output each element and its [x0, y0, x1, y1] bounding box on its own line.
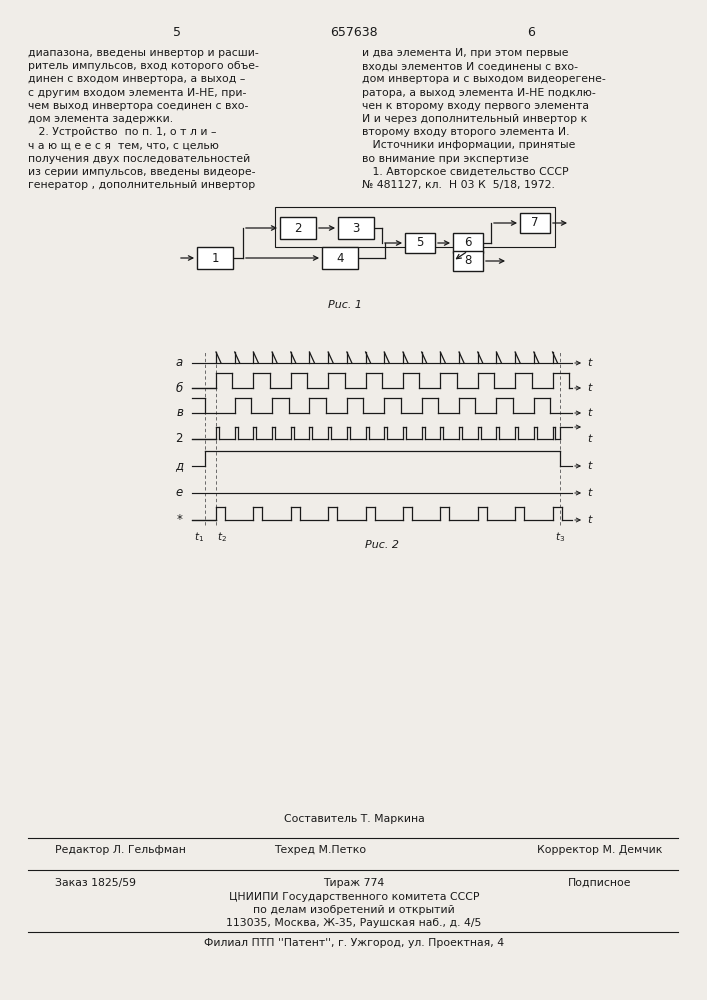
- Text: t: t: [587, 515, 591, 525]
- Text: Подписное: Подписное: [568, 878, 632, 888]
- Text: 7: 7: [531, 217, 539, 230]
- Text: Рuс. 1: Рuс. 1: [328, 300, 362, 310]
- Text: 657638: 657638: [330, 25, 378, 38]
- Text: второму входу второго элемента И.: второму входу второго элемента И.: [362, 127, 570, 137]
- Text: t: t: [587, 488, 591, 498]
- Text: № 481127, кл.  Н 03 К  5/18, 1972.: № 481127, кл. Н 03 К 5/18, 1972.: [362, 180, 555, 190]
- Bar: [197, 247, 233, 269]
- Text: *: *: [177, 514, 183, 526]
- Text: 1. Авторское свидетельство СССР: 1. Авторское свидетельство СССР: [362, 167, 568, 177]
- Text: И и через дополнительный инвертор к: И и через дополнительный инвертор к: [362, 114, 588, 124]
- Bar: [275, 207, 555, 247]
- Text: Корректор М. Демчик: Корректор М. Демчик: [537, 845, 662, 855]
- Text: чем выход инвертора соединен с вхо-: чем выход инвертора соединен с вхо-: [28, 101, 248, 111]
- Bar: [520, 213, 550, 233]
- Text: 2. Устройство  по п. 1, о т л и –: 2. Устройство по п. 1, о т л и –: [28, 127, 216, 137]
- Text: t: t: [587, 383, 591, 393]
- Text: ритель импульсов, вход которого объе-: ритель импульсов, вход которого объе-: [28, 61, 259, 71]
- Text: t: t: [587, 434, 591, 444]
- Text: д: д: [175, 460, 183, 473]
- Text: чен к второму входу первого элемента: чен к второму входу первого элемента: [362, 101, 589, 111]
- Bar: [453, 233, 483, 253]
- Text: 5: 5: [173, 25, 181, 38]
- Text: генератор , дополнительный инвертор: генератор , дополнительный инвертор: [28, 180, 255, 190]
- Text: и два элемента И, при этом первые: и два элемента И, при этом первые: [362, 48, 568, 58]
- Text: 113035, Москва, Ж-35, Раушская наб., д. 4/5: 113035, Москва, Ж-35, Раушская наб., д. …: [226, 918, 481, 928]
- Text: Техред М.Петко: Техред М.Петко: [274, 845, 366, 855]
- Text: 3: 3: [352, 222, 360, 234]
- Text: по делам изобретений и открытий: по делам изобретений и открытий: [253, 905, 455, 915]
- Text: $t_1$: $t_1$: [194, 530, 204, 544]
- Text: с другим входом элемента И-НЕ, при-: с другим входом элемента И-НЕ, при-: [28, 88, 246, 98]
- Text: t: t: [587, 461, 591, 471]
- Text: е: е: [176, 487, 183, 499]
- Text: ратора, а выход элемента И-НЕ подклю-: ратора, а выход элемента И-НЕ подклю-: [362, 88, 596, 98]
- Text: 1: 1: [211, 251, 218, 264]
- Text: t: t: [587, 358, 591, 368]
- Text: во внимание при экспертизе: во внимание при экспертизе: [362, 154, 529, 164]
- Text: Рuс. 2: Рuс. 2: [365, 540, 399, 550]
- Text: Составитель Т. Маркина: Составитель Т. Маркина: [284, 814, 424, 824]
- Text: 4: 4: [337, 251, 344, 264]
- Text: дом инвертора и с выходом видеорегене-: дом инвертора и с выходом видеорегене-: [362, 74, 606, 84]
- Text: входы элементов И соединены с вхо-: входы элементов И соединены с вхо-: [362, 61, 578, 71]
- Text: $t_3$: $t_3$: [555, 530, 565, 544]
- Text: 8: 8: [464, 254, 472, 267]
- Text: Заказ 1825/59: Заказ 1825/59: [55, 878, 136, 888]
- Text: ч а ю щ е е с я  тем, что, с целью: ч а ю щ е е с я тем, что, с целью: [28, 140, 219, 150]
- Text: 6: 6: [527, 25, 535, 38]
- Text: a: a: [176, 357, 183, 369]
- Text: t: t: [587, 408, 591, 418]
- Bar: [453, 251, 483, 271]
- Bar: [405, 233, 435, 253]
- Text: Тираж 774: Тираж 774: [323, 878, 385, 888]
- Text: Редактор Л. Гельфман: Редактор Л. Гельфман: [55, 845, 186, 855]
- Text: из серии импульсов, введены видеоре-: из серии импульсов, введены видеоре-: [28, 167, 255, 177]
- Text: 5: 5: [416, 236, 423, 249]
- Bar: [338, 217, 374, 239]
- Text: Источники информации, принятые: Источники информации, принятые: [362, 140, 575, 150]
- Text: б: б: [176, 381, 183, 394]
- Text: получения двух последовательностей: получения двух последовательностей: [28, 154, 250, 164]
- Text: 2: 2: [294, 222, 302, 234]
- Text: в: в: [176, 406, 183, 420]
- Text: динен с входом инвертора, а выход –: динен с входом инвертора, а выход –: [28, 74, 245, 84]
- Text: дом элемента задержки.: дом элемента задержки.: [28, 114, 173, 124]
- Bar: [322, 247, 358, 269]
- Text: ЦНИИПИ Государственного комитета СССР: ЦНИИПИ Государственного комитета СССР: [229, 892, 479, 902]
- Text: $t_2$: $t_2$: [217, 530, 227, 544]
- Text: 6: 6: [464, 236, 472, 249]
- Text: диапазона, введены инвертор и расши-: диапазона, введены инвертор и расши-: [28, 48, 259, 58]
- Text: Филиал ПТП ''Патент'', г. Ужгород, ул. Проектная, 4: Филиал ПТП ''Патент'', г. Ужгород, ул. П…: [204, 938, 504, 948]
- Text: 2: 2: [175, 432, 183, 446]
- Bar: [280, 217, 316, 239]
